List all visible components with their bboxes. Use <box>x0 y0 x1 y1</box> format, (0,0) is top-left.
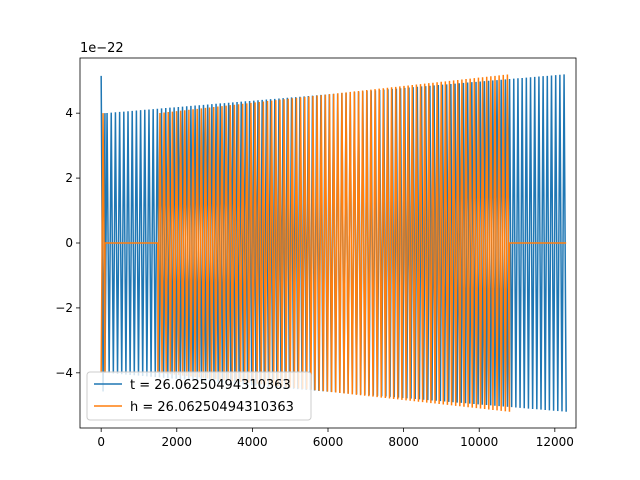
y-tick-label: 2 <box>65 171 73 185</box>
legend-label-series-2: h = 26.06250494310363 <box>130 400 294 415</box>
x-tick-label: 0 <box>97 435 105 449</box>
series-layer <box>100 74 567 412</box>
legend: t = 26.06250494310363 h = 26.06250494310… <box>86 371 312 421</box>
y-tick-label: 4 <box>65 106 73 120</box>
x-tick-label: 12000 <box>536 435 574 449</box>
y-offset-label: 1e−22 <box>80 41 124 56</box>
series-line-2 <box>100 74 567 412</box>
y-tick-label: −4 <box>55 366 73 380</box>
legend-label-series-1: t = 26.06250494310363 <box>130 378 291 393</box>
x-tick-label: 2000 <box>162 435 193 449</box>
legend-frame <box>86 371 312 421</box>
x-tick-label: 10000 <box>460 435 498 449</box>
x-tick-label: 6000 <box>313 435 344 449</box>
x-tick-label: 4000 <box>237 435 268 449</box>
y-axis: −4 −2 0 2 4 <box>55 106 80 380</box>
x-tick-label: 8000 <box>388 435 419 449</box>
y-tick-label: −2 <box>55 301 73 315</box>
y-tick-label: 0 <box>65 236 73 250</box>
x-axis: 0 2000 4000 6000 8000 10000 12000 <box>97 428 574 449</box>
